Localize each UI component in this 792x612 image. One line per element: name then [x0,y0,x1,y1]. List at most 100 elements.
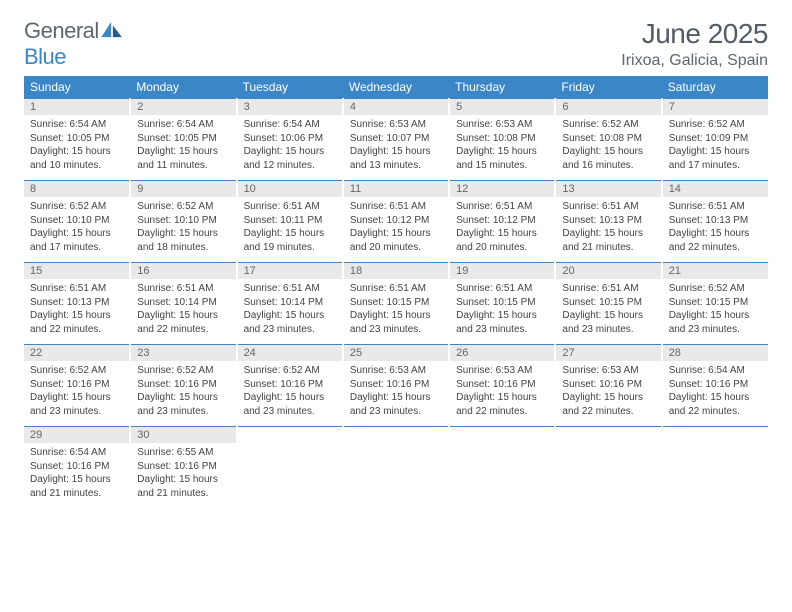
week-detail-row: Sunrise: 6:54 AMSunset: 10:16 PMDaylight… [24,443,768,508]
day-number-cell: 22 [24,345,130,362]
daylight-line: Daylight: 15 hours and 23 minutes. [137,391,229,418]
sunrise-line: Sunrise: 6:53 AM [456,364,548,378]
sunrise-line: Sunrise: 6:52 AM [30,200,123,214]
daylight-line: Daylight: 15 hours and 23 minutes. [456,309,548,336]
sail-icon [101,22,123,38]
day-detail-cell: Sunrise: 6:51 AMSunset: 10:13 PMDaylight… [24,279,130,345]
daylight-line: Daylight: 15 hours and 20 minutes. [350,227,442,254]
sunrise-line: Sunrise: 6:53 AM [562,364,654,378]
sunset-line: Sunset: 10:16 PM [562,378,654,392]
day-detail-cell: Sunrise: 6:51 AMSunset: 10:15 PMDaylight… [343,279,449,345]
day-number-cell: 4 [343,99,449,116]
sunrise-line: Sunrise: 6:51 AM [30,282,123,296]
week-detail-row: Sunrise: 6:52 AMSunset: 10:16 PMDaylight… [24,361,768,427]
daylight-line: Daylight: 15 hours and 10 minutes. [30,145,123,172]
day-detail-cell: Sunrise: 6:51 AMSunset: 10:15 PMDaylight… [449,279,555,345]
daylight-line: Daylight: 15 hours and 23 minutes. [30,391,123,418]
day-header-row: Sunday Monday Tuesday Wednesday Thursday… [24,76,768,99]
day-header: Saturday [662,76,768,99]
sunrise-line: Sunrise: 6:54 AM [30,446,123,460]
sunrise-line: Sunrise: 6:54 AM [30,118,123,132]
brand-text: General Blue [24,18,123,70]
day-number-cell [343,427,449,444]
sunset-line: Sunset: 10:08 PM [456,132,548,146]
sunset-line: Sunset: 10:12 PM [456,214,548,228]
day-number-cell: 1 [24,99,130,116]
title-block: June 2025 Irixoa, Galicia, Spain [621,18,768,70]
week-detail-row: Sunrise: 6:52 AMSunset: 10:10 PMDaylight… [24,197,768,263]
week-detail-row: Sunrise: 6:54 AMSunset: 10:05 PMDaylight… [24,115,768,181]
brand-logo: General Blue [24,18,123,70]
day-detail-cell [449,443,555,508]
sunrise-line: Sunrise: 6:51 AM [562,282,654,296]
sunset-line: Sunset: 10:05 PM [30,132,123,146]
sunset-line: Sunset: 10:14 PM [137,296,229,310]
sunset-line: Sunset: 10:16 PM [244,378,336,392]
sunrise-line: Sunrise: 6:51 AM [244,282,336,296]
day-detail-cell: Sunrise: 6:53 AMSunset: 10:16 PMDaylight… [555,361,661,427]
daylight-line: Daylight: 15 hours and 11 minutes. [137,145,229,172]
day-detail-cell: Sunrise: 6:51 AMSunset: 10:15 PMDaylight… [555,279,661,345]
daylight-line: Daylight: 15 hours and 22 minutes. [30,309,123,336]
daylight-line: Daylight: 15 hours and 18 minutes. [137,227,229,254]
header: General Blue June 2025 Irixoa, Galicia, … [24,18,768,70]
daylight-line: Daylight: 15 hours and 23 minutes. [669,309,762,336]
week-number-row: 891011121314 [24,181,768,198]
day-header: Sunday [24,76,130,99]
sunset-line: Sunset: 10:16 PM [30,378,123,392]
day-detail-cell: Sunrise: 6:52 AMSunset: 10:08 PMDaylight… [555,115,661,181]
day-number-cell [662,427,768,444]
sunset-line: Sunset: 10:09 PM [669,132,762,146]
sunset-line: Sunset: 10:16 PM [137,460,229,474]
day-number-cell: 23 [130,345,236,362]
daylight-line: Daylight: 15 hours and 15 minutes. [456,145,548,172]
day-detail-cell: Sunrise: 6:53 AMSunset: 10:16 PMDaylight… [343,361,449,427]
day-detail-cell: Sunrise: 6:53 AMSunset: 10:07 PMDaylight… [343,115,449,181]
sunrise-line: Sunrise: 6:52 AM [562,118,654,132]
sunrise-line: Sunrise: 6:51 AM [244,200,336,214]
day-detail-cell: Sunrise: 6:54 AMSunset: 10:06 PMDaylight… [237,115,343,181]
sunrise-line: Sunrise: 6:51 AM [456,200,548,214]
day-detail-cell [555,443,661,508]
sunset-line: Sunset: 10:16 PM [137,378,229,392]
day-number-cell: 27 [555,345,661,362]
day-detail-cell: Sunrise: 6:54 AMSunset: 10:16 PMDaylight… [24,443,130,508]
day-detail-cell: Sunrise: 6:54 AMSunset: 10:16 PMDaylight… [662,361,768,427]
day-number-cell: 6 [555,99,661,116]
day-number-cell: 9 [130,181,236,198]
day-detail-cell: Sunrise: 6:53 AMSunset: 10:08 PMDaylight… [449,115,555,181]
sunset-line: Sunset: 10:15 PM [350,296,442,310]
day-detail-cell: Sunrise: 6:52 AMSunset: 10:15 PMDaylight… [662,279,768,345]
day-number-cell: 20 [555,263,661,280]
day-detail-cell: Sunrise: 6:53 AMSunset: 10:16 PMDaylight… [449,361,555,427]
sunrise-line: Sunrise: 6:55 AM [137,446,229,460]
sunrise-line: Sunrise: 6:51 AM [669,200,762,214]
sunset-line: Sunset: 10:14 PM [244,296,336,310]
day-detail-cell: Sunrise: 6:52 AMSunset: 10:10 PMDaylight… [130,197,236,263]
day-header: Tuesday [237,76,343,99]
daylight-line: Daylight: 15 hours and 20 minutes. [456,227,548,254]
brand-part2: Blue [24,44,66,69]
sunrise-line: Sunrise: 6:52 AM [669,118,762,132]
day-number-cell: 30 [130,427,236,444]
day-number-cell: 11 [343,181,449,198]
day-number-cell: 15 [24,263,130,280]
day-detail-cell [662,443,768,508]
day-detail-cell: Sunrise: 6:51 AMSunset: 10:11 PMDaylight… [237,197,343,263]
day-number-cell: 29 [24,427,130,444]
sunrise-line: Sunrise: 6:54 AM [244,118,336,132]
brand-part1: General [24,18,99,43]
sunrise-line: Sunrise: 6:51 AM [562,200,654,214]
day-number-cell: 19 [449,263,555,280]
day-number-cell: 26 [449,345,555,362]
sunset-line: Sunset: 10:16 PM [350,378,442,392]
day-number-cell [237,427,343,444]
day-number-cell: 14 [662,181,768,198]
day-number-cell: 16 [130,263,236,280]
day-number-cell: 21 [662,263,768,280]
daylight-line: Daylight: 15 hours and 22 minutes. [669,391,762,418]
sunset-line: Sunset: 10:07 PM [350,132,442,146]
day-number-cell: 3 [237,99,343,116]
daylight-line: Daylight: 15 hours and 22 minutes. [669,227,762,254]
sunset-line: Sunset: 10:11 PM [244,214,336,228]
